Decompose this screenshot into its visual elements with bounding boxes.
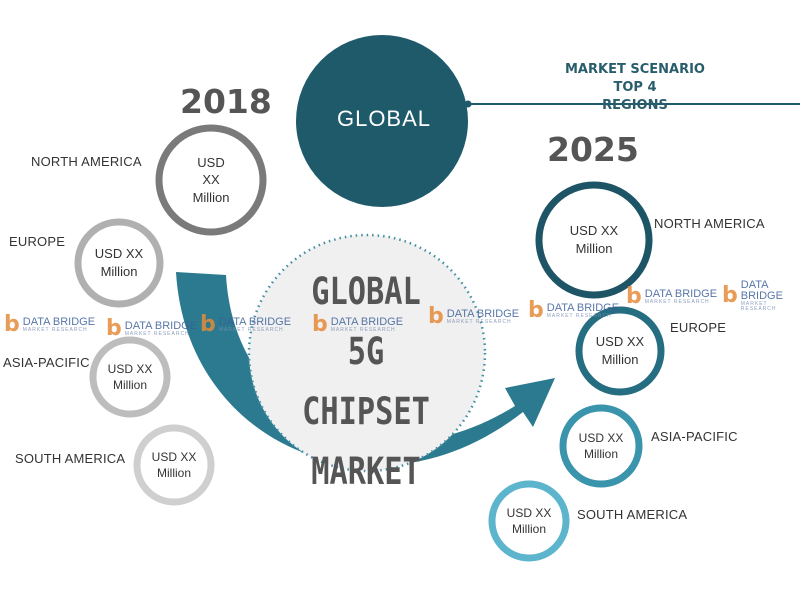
center-title-line-3: MARKET — [311, 450, 421, 493]
scenario-line-1: MARKET SCENARIO TOP 4 — [565, 62, 705, 96]
scenario-line-2: REGIONS — [602, 98, 668, 114]
center-title-line-2: 5G CHIPSET — [302, 330, 430, 433]
value-2018-north-america: USD XX Million — [192, 154, 230, 205]
circle-2025-europe — [575, 306, 665, 396]
watermark-b-icon: b — [4, 312, 20, 337]
watermark-brand: DATA BRIDGE — [330, 316, 404, 328]
circle-2025-north-america — [535, 181, 653, 299]
watermark-tagline: MARKET RESEARCH — [22, 327, 88, 333]
region-2018-south-america: SOUTH AMERICA — [15, 451, 126, 466]
watermark-brand: DATA BRIDGE — [22, 316, 96, 328]
watermark-brand: DATA BRIDGE — [124, 320, 198, 332]
circle-2018-north-america — [155, 124, 267, 236]
watermark-tagline: MARKET RESEARCH — [644, 299, 710, 305]
circle-2018-south-america — [133, 424, 215, 506]
center-market-circle — [247, 233, 487, 473]
watermark-b-icon: b — [626, 284, 642, 309]
watermark-brand: DATA BRIDGE — [740, 279, 783, 302]
circle-2025-asia-pacific — [559, 404, 643, 488]
global-label: GLOBAL — [336, 106, 432, 131]
watermark-tagline: MARKET RESEARCH — [546, 313, 612, 319]
watermark-tagline: MARKET RESEARCH — [124, 331, 190, 337]
market-scenario-heading: MARKET SCENARIO TOP 4 REGIONS — [560, 61, 710, 116]
watermark-logo: b DATA BRIDGE MARKET RESEARCH — [106, 318, 197, 340]
watermark-tagline: MARKET RESEARCH — [740, 301, 777, 312]
year-2018-label: 2018 — [180, 82, 272, 121]
watermark-logo: b DATA BRIDGE MARKET RESEARCH — [200, 314, 291, 336]
region-2025-south-america: SOUTH AMERICA — [577, 507, 688, 522]
region-2018-north-america: NORTH AMERICA — [31, 154, 142, 169]
watermark-b-icon: b — [528, 298, 544, 323]
watermark-b-icon: b — [106, 316, 122, 341]
watermark-brand: DATA BRIDGE — [546, 302, 620, 314]
watermark-b-icon: b — [722, 283, 738, 308]
watermark-tagline: MARKET RESEARCH — [446, 319, 512, 325]
watermark-brand: DATA BRIDGE — [218, 316, 292, 328]
circle-2025-south-america — [488, 480, 570, 562]
region-2018-europe: EUROPE — [9, 234, 66, 249]
region-2025-north-america: NORTH AMERICA — [654, 216, 765, 231]
value-2025-south-america: USD XX Million — [506, 505, 552, 536]
watermark-b-icon: b — [312, 312, 328, 337]
value-2025-north-america: USD XX Million — [569, 223, 619, 256]
region-2025-asia-pacific: ASIA-PACIFIC — [651, 429, 738, 444]
center-title: GLOBAL 5G CHIPSET MARKET — [272, 262, 460, 502]
watermark-logo: b DATA BRIDGE MARKET RESEARCH — [4, 314, 95, 336]
watermark-logo: b DATA BRIDGE MARKET RESEARCH — [528, 300, 619, 322]
region-2025-europe: EUROPE — [670, 320, 727, 335]
year-2025-label: 2025 — [547, 130, 639, 169]
center-title-line-1: GLOBAL — [311, 270, 421, 313]
watermark-logo: b DATA BRIDGE MARKET RESEARCH — [312, 314, 403, 336]
value-2025-asia-pacific: USD XX Million — [578, 430, 624, 461]
watermark-logo: b DATA BRIDGE MARKET RESEARCH — [626, 286, 717, 308]
watermark-brand: DATA BRIDGE — [446, 308, 520, 320]
circle-2018-europe — [74, 218, 164, 308]
global-circle — [296, 35, 468, 207]
watermark-b-icon: b — [428, 304, 444, 329]
watermark-b-icon: b — [200, 312, 216, 337]
value-2018-south-america: USD XX Million — [151, 449, 197, 480]
value-2018-europe: USD XX Million — [94, 246, 144, 279]
circle-2018-asia-pacific — [89, 336, 171, 418]
watermark-tagline: MARKET RESEARCH — [218, 327, 284, 333]
region-2018-asia-pacific: ASIA-PACIFIC — [3, 355, 90, 370]
value-2025-europe: USD XX Million — [595, 334, 645, 367]
watermark-logo: b DATA BRIDGE MARKET RESEARCH — [428, 306, 519, 328]
value-2018-asia-pacific: USD XX Million — [107, 361, 153, 392]
watermark-brand: DATA BRIDGE — [644, 288, 718, 300]
watermark-logo: b DATA BRIDGE MARKET RESEARCH — [722, 280, 800, 312]
watermark-tagline: MARKET RESEARCH — [330, 327, 396, 333]
